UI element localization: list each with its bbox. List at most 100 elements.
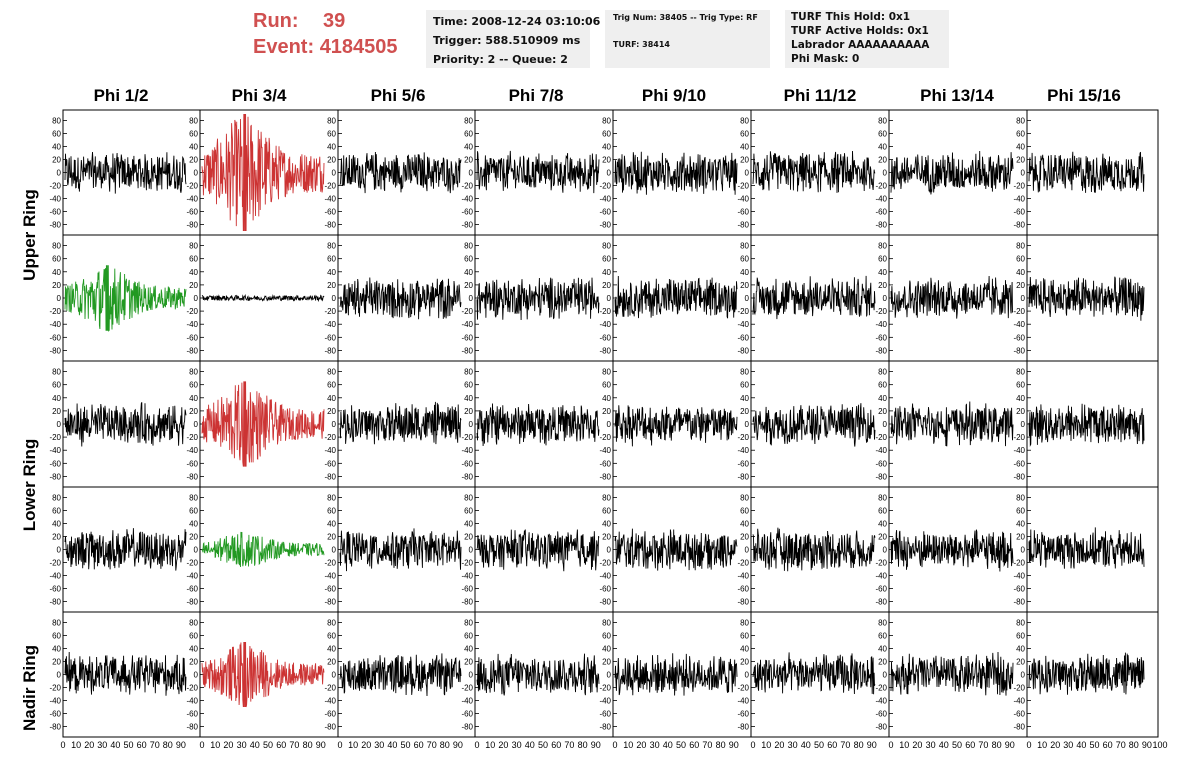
y-tick-label: -60 <box>49 585 61 594</box>
y-tick-label: 20 <box>878 533 887 542</box>
y-tick-label: 20 <box>327 533 336 542</box>
run-value: 39 <box>323 10 346 32</box>
waveform-trace <box>64 651 187 696</box>
y-tick-label: 80 <box>740 242 749 251</box>
y-tick-label: -80 <box>1013 723 1025 732</box>
y-tick-label: -20 <box>461 559 473 568</box>
y-tick-label: -80 <box>461 346 473 355</box>
y-tick-label: 40 <box>1016 520 1025 529</box>
x-tick-label: 30 <box>374 740 384 750</box>
y-tick-label: -40 <box>737 446 749 455</box>
y-tick-label: 60 <box>1016 381 1025 390</box>
y-tick-label: 0 <box>57 169 62 178</box>
y-tick-label: 40 <box>1016 645 1025 654</box>
y-tick-label: 0 <box>1021 169 1026 178</box>
y-tick-label: 40 <box>740 268 749 277</box>
x-tick-label: 40 <box>250 740 260 750</box>
y-tick-label: -20 <box>324 433 336 442</box>
column-header-phi-3-4: Phi 3/4 <box>231 86 287 105</box>
y-tick-label: 20 <box>1016 407 1025 416</box>
y-tick-label: 20 <box>878 658 887 667</box>
y-tick-label: -20 <box>737 182 749 191</box>
waveform-trace <box>476 653 600 696</box>
x-tick-label: 40 <box>663 740 673 750</box>
x-tick-label: 80 <box>1129 740 1139 750</box>
x-tick-label: 20 <box>84 740 94 750</box>
y-tick-label: -40 <box>1013 572 1025 581</box>
y-tick-label: 0 <box>607 420 612 429</box>
waveform-trace <box>339 151 462 194</box>
x-tick-label: 90 <box>867 740 877 750</box>
waveform-trace <box>64 528 187 571</box>
y-tick-label: 60 <box>878 255 887 264</box>
x-tick-label: 10 <box>761 740 771 750</box>
y-tick-label: -20 <box>186 433 198 442</box>
waveform-trace <box>64 402 187 447</box>
y-tick-label: 40 <box>189 520 198 529</box>
y-tick-label: 60 <box>878 507 887 516</box>
x-tick-label: 60 <box>965 740 975 750</box>
y-tick-label: 80 <box>1016 242 1025 251</box>
y-tick-label: 60 <box>52 507 61 516</box>
y-tick-label: 80 <box>327 619 336 628</box>
y-tick-label: 0 <box>469 546 474 555</box>
y-tick-label: 40 <box>740 143 749 152</box>
y-tick-label: -20 <box>1013 559 1025 568</box>
y-tick-label: 0 <box>607 546 612 555</box>
y-tick-label: -80 <box>1013 346 1025 355</box>
y-tick-label: 20 <box>740 281 749 290</box>
y-tick-label: 60 <box>327 632 336 641</box>
y-tick-label: 80 <box>327 494 336 503</box>
phi-mask-line: Phi Mask: 0 <box>791 53 860 65</box>
y-tick-label: -40 <box>875 697 887 706</box>
y-tick-label: -80 <box>1013 221 1025 230</box>
waveform-trace <box>64 151 187 194</box>
y-tick-label: -80 <box>875 346 887 355</box>
x-tick-label: 40 <box>801 740 811 750</box>
y-tick-label: -20 <box>324 182 336 191</box>
y-tick-label: -40 <box>461 572 473 581</box>
y-tick-label: 0 <box>194 420 199 429</box>
y-tick-label: -20 <box>1013 307 1025 316</box>
x-tick-label: 10 <box>899 740 909 750</box>
y-tick-label: -40 <box>186 446 198 455</box>
y-tick-label: -60 <box>875 208 887 217</box>
x-tick-label: 40 <box>1076 740 1086 750</box>
waveform-trace <box>890 401 1014 447</box>
x-tick-label: 40 <box>387 740 397 750</box>
x-tick-label: 20 <box>223 740 233 750</box>
y-tick-label: 0 <box>883 169 888 178</box>
waveform-trace <box>476 277 600 321</box>
x-tick-label: 70 <box>289 740 299 750</box>
y-tick-label: 80 <box>327 368 336 377</box>
y-tick-label: 80 <box>327 242 336 251</box>
y-tick-label: -80 <box>599 723 611 732</box>
y-tick-label: -20 <box>49 559 61 568</box>
y-tick-label: -20 <box>461 182 473 191</box>
y-tick-label: 60 <box>740 507 749 516</box>
y-tick-label: -20 <box>1013 433 1025 442</box>
waveform-trace <box>752 150 876 193</box>
y-tick-label: 80 <box>327 117 336 126</box>
y-tick-label: 20 <box>740 533 749 542</box>
y-tick-label: 20 <box>464 533 473 542</box>
event-value: 4184505 <box>319 36 398 58</box>
y-tick-label: 20 <box>1016 281 1025 290</box>
y-tick-label: 60 <box>602 130 611 139</box>
y-tick-label: 20 <box>189 407 198 416</box>
y-tick-label: -20 <box>186 307 198 316</box>
x-tick-label: 60 <box>276 740 286 750</box>
y-tick-label: 20 <box>327 658 336 667</box>
y-tick-label: 20 <box>189 281 198 290</box>
y-tick-label: -60 <box>49 710 61 719</box>
y-tick-label: 20 <box>1016 533 1025 542</box>
y-tick-label: 40 <box>327 520 336 529</box>
y-tick-label: 40 <box>52 143 61 152</box>
y-tick-label: 20 <box>327 407 336 416</box>
y-tick-label: 0 <box>883 294 888 303</box>
y-tick-label: 20 <box>602 533 611 542</box>
y-tick-label: -80 <box>737 346 749 355</box>
y-tick-label: -20 <box>49 182 61 191</box>
y-tick-label: 40 <box>464 520 473 529</box>
